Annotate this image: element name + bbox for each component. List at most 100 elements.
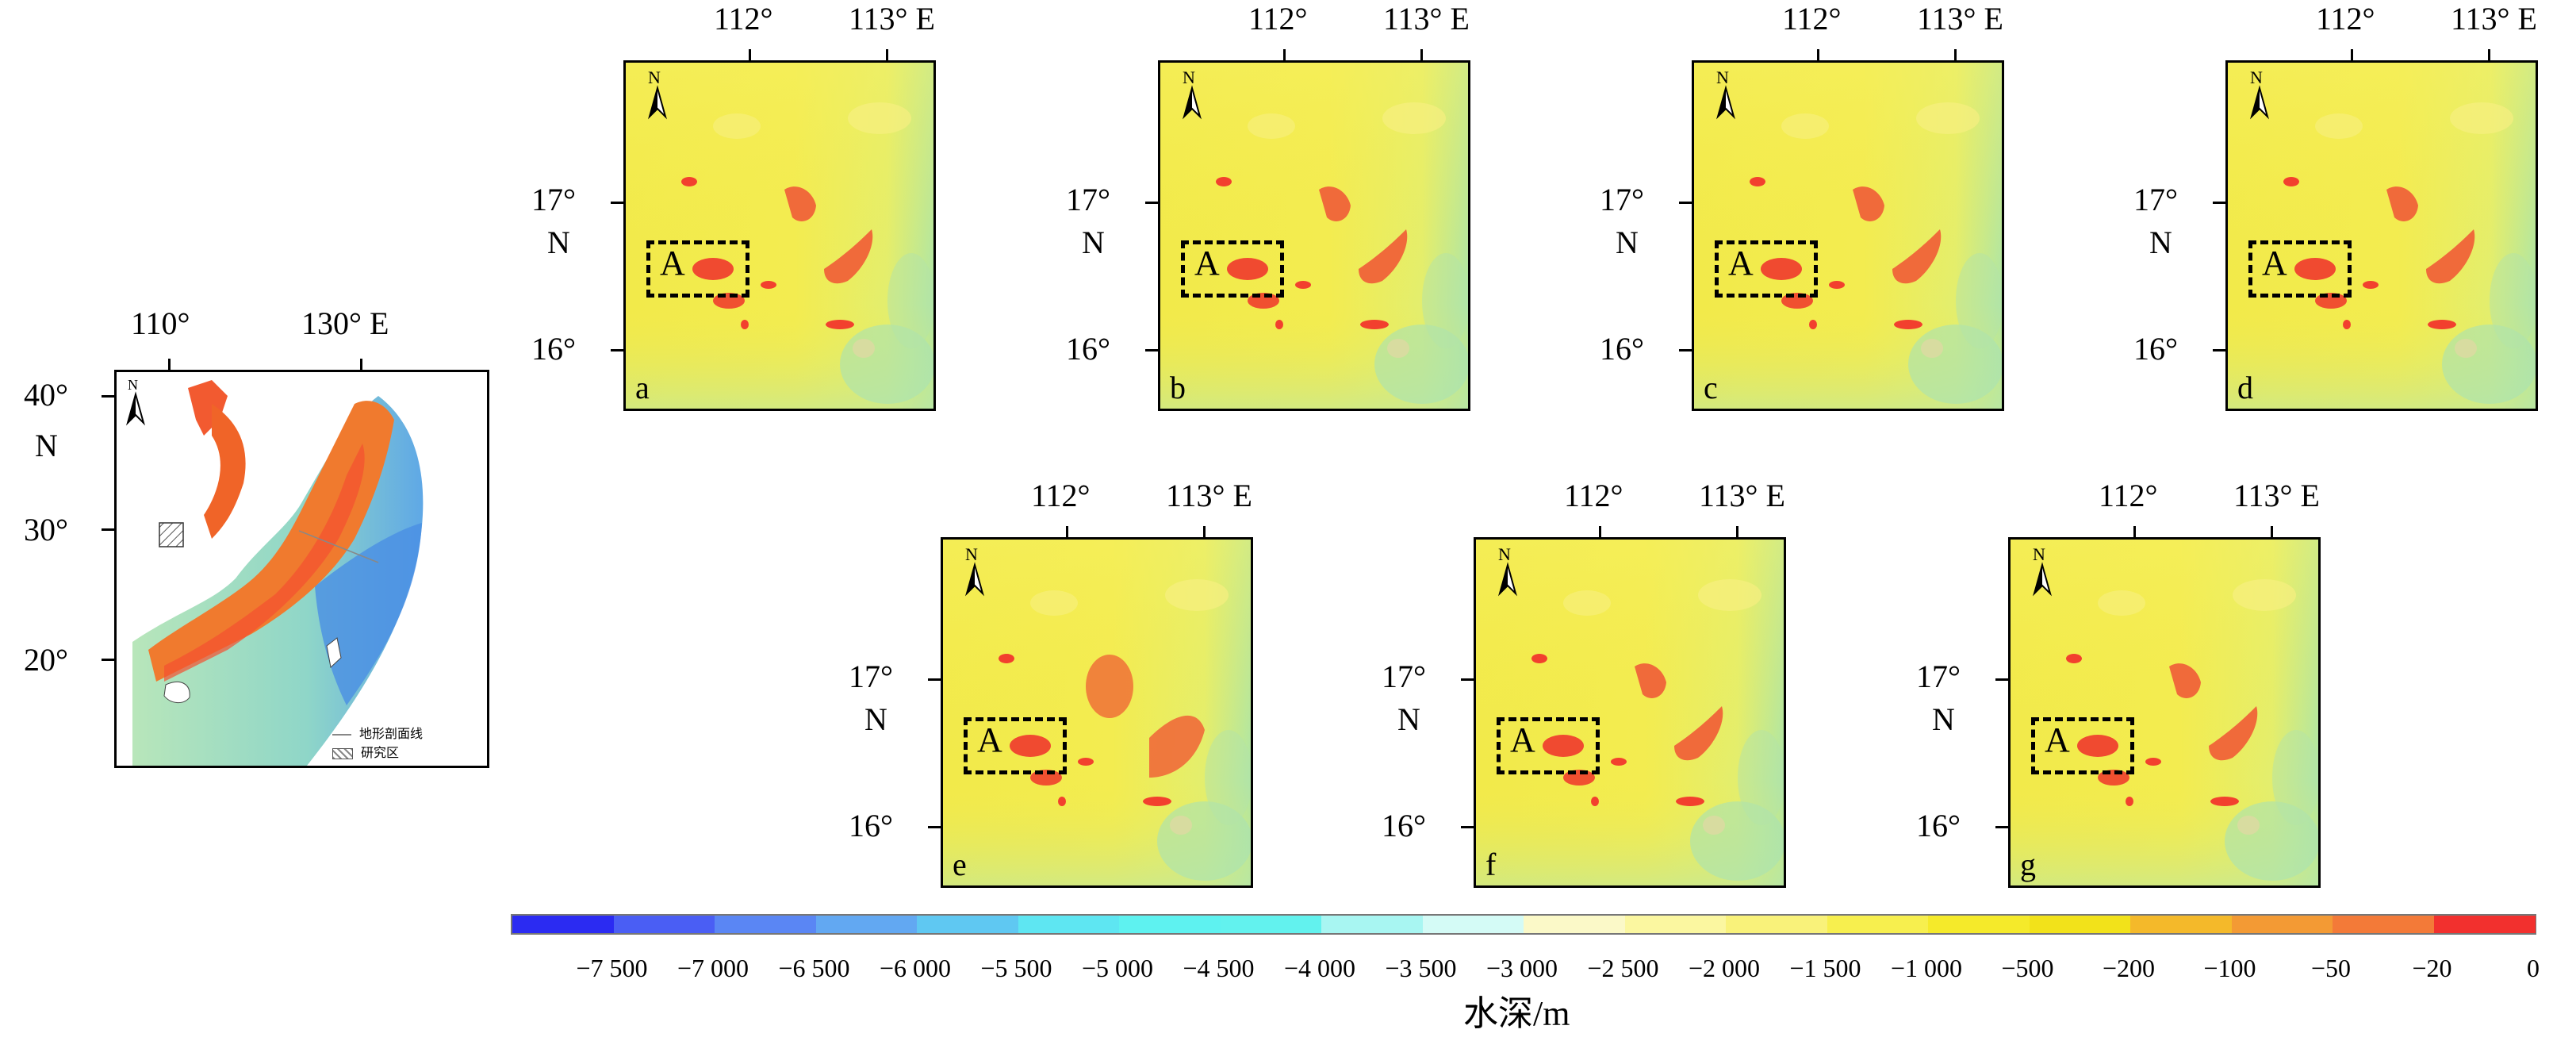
panel-tick [1995,826,2008,828]
region-a-label: A [660,244,685,282]
panel-tick [611,202,623,204]
colorbar-segment [2231,916,2333,933]
panel-letter: c [1704,370,1718,405]
panel-map-frame: N A e [941,537,1253,888]
colorbar-tick-label: −100 [2203,954,2256,982]
panel-tick [1679,202,1692,204]
panel-lon-label-113: 113° E [849,1,935,36]
colorbar-tick-label: −7 500 [576,954,648,982]
colorbar-tick-label: −1 000 [1890,954,1963,982]
panel-tick [1283,49,1286,60]
panel-map-frame: N A d [2225,60,2538,411]
region-a-box: A [646,240,749,298]
colorbar-segment [2433,916,2536,933]
panel-letter: e [953,847,967,882]
colorbar-segment [613,916,715,933]
panel-map-frame: N A c [1692,60,2004,411]
panel-tick [2488,49,2490,60]
north-arrow-icon: N [2250,69,2269,120]
bathymetry-map [1694,63,2002,409]
colorbar-title: 水深/m [1463,994,1570,1033]
panel-tick [2133,526,2136,537]
north-arrow-icon: N [1498,546,1517,597]
overview-lon-label-110: 110° [131,305,190,341]
colorbar-tick-label: −4 000 [1283,954,1356,982]
colorbar [511,914,2536,935]
bohai [204,404,246,539]
deep-basin [315,523,422,705]
colorbar-segment [1119,916,1221,933]
panel-tick [1145,349,1158,351]
colorbar-segment [1928,916,2030,933]
panel-lat-label-N: N [1397,701,1420,737]
panel-lat-label-17: 17° [1382,659,1426,694]
bathymetry-map [1476,540,1784,885]
panel-tick [1066,526,1068,537]
hainan-island [163,682,190,703]
legend-profile-line: 地形剖面线 [332,723,423,742]
colorbar-tick-label: −6 500 [778,954,850,982]
panel-tick [1736,526,1738,537]
panel-tick [2213,349,2225,351]
bathymetry-map [1160,63,1468,409]
panel-lat-label-17: 17° [1066,182,1110,217]
colorbar-segment [2130,916,2233,933]
region-a-label: A [2045,720,2070,759]
panel-lat-label-16: 16° [531,331,576,367]
north-arrow-icon: N [2033,546,2052,597]
colorbar-tick-label: −500 [2001,954,2054,982]
profile-line [298,530,379,563]
panel-tick [1817,49,1819,60]
panel-tick [1995,678,2008,681]
panel-lat-label-N: N [2149,225,2172,260]
region-a-label: A [2262,244,2287,282]
region-a-label: A [1194,244,1220,282]
panel-lat-label-N: N [1932,701,1955,737]
legend-study-label: 研究区 [361,745,400,760]
colorbar-segment [1220,916,1322,933]
colorbar-tick-label: −3 000 [1485,954,1558,982]
panel-tick [928,826,941,828]
panel-lat-label-16: 16° [1382,808,1426,843]
region-a-label: A [1728,244,1754,282]
panel-tick [1954,49,1957,60]
panel-lon-label-113: 113° E [1917,1,2003,36]
colorbar-tick-label: −6 000 [879,954,952,982]
overview-tick [360,359,362,370]
panel-lon-label-112: 112° [714,1,773,36]
colorbar-tick-label: −5 000 [1081,954,1154,982]
colorbar-segment [1624,916,1727,933]
panel-tick [611,349,623,351]
panel-tick [2351,49,2353,60]
panel-lon-label-112: 112° [1248,1,1308,36]
svg-text:N: N [2033,546,2045,564]
panel-tick [2213,202,2225,204]
north-arrow-icon: N [1716,69,1735,120]
panel-tick [1679,349,1692,351]
panel-tick [1203,526,1206,537]
panel-lon-label-112: 112° [1564,478,1623,513]
colorbar-tick-label: −2 000 [1688,954,1761,982]
colorbar-tick-label: −3 500 [1385,954,1457,982]
panel-lon-label-113: 113° E [1699,478,1785,513]
colorbar-segment [2333,916,2435,933]
panel-map-frame: N A b [1158,60,1470,411]
svg-text:N: N [1498,546,1511,564]
overview-tick [102,659,114,661]
colorbar-tick-label: −7 000 [677,954,749,982]
panel-tick [2271,526,2273,537]
panel-letter: b [1170,370,1186,405]
bathymetry-map [943,540,1251,885]
colorbar-tick-label: −1 500 [1789,954,1861,982]
colorbar-segment [815,916,918,933]
legend-study-area: 研究区 [332,742,399,761]
svg-text:N: N [1716,69,1729,87]
colorbar-tick-label: −20 [2412,954,2452,982]
region-a-box: A [2248,240,2352,298]
north-arrow-icon: N [648,69,667,120]
overview-map-frame: N 地形剖面线 研究区 [114,370,489,768]
overview-lat-label-20: 20° [24,642,68,678]
colorbar-segment [1018,916,1120,933]
colorbar-segment [1422,916,1524,933]
panel-lat-label-16: 16° [849,808,893,843]
